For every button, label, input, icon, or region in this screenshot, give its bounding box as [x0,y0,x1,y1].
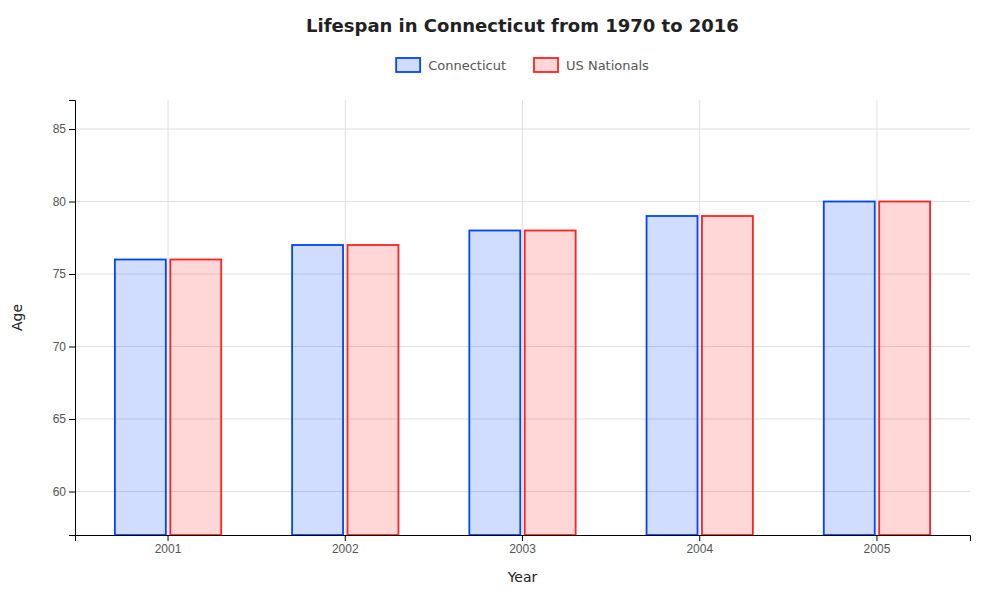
tick-label: 2001 [155,542,182,556]
legend-swatch [396,58,420,72]
bar [525,231,576,536]
grid-line-x [345,100,346,535]
tick-label: 2004 [686,542,713,556]
bar [702,216,753,535]
tick: 70 [53,340,75,354]
y-axis: 60 65 70 75 80 85 [53,101,76,536]
tick: 80 [53,195,75,209]
x-axis: 2001 2002 2003 2004 2005 [76,535,971,556]
legend-swatch [534,58,558,72]
tick: 2005 [864,535,891,556]
tick-label: 80 [53,195,67,209]
tick: 2001 [155,535,182,556]
tick-mark [168,535,169,541]
tick-mark [69,202,75,203]
legend-label: US Nationals [566,58,649,73]
legend: Connecticut US Nationals [396,58,649,73]
tick-label: 85 [53,122,67,136]
grid-line-x [876,100,877,535]
tick: 60 [53,485,75,499]
bars [115,202,930,536]
tick-label: 65 [53,412,67,426]
title: Lifespan in Connecticut from 1970 to 201… [306,15,739,36]
legend-item: Connecticut [396,58,506,73]
bar [879,202,930,536]
tick-mark [876,535,877,541]
tick-mark [522,535,523,541]
chart: 2001 2002 2003 2004 2005 60 65 70 75 80 85 Lifespan… [0,0,1000,600]
tick-mark [69,492,75,493]
tick-label: 2002 [332,542,359,556]
plot: 2001 2002 2003 2004 2005 60 65 70 75 80 85 [53,100,971,556]
bar [115,260,166,536]
bar-series [115,202,875,536]
bar [292,245,343,535]
x-axis-label: Year [507,569,538,585]
tick: 65 [53,412,75,426]
tick: 2004 [686,535,713,556]
legend-item: US Nationals [534,58,649,73]
tick-label: 60 [53,485,67,499]
tick-label: 2005 [864,542,891,556]
y-axis-label: Age [9,304,25,331]
bar [347,245,398,535]
bar [647,216,698,535]
tick-label: 75 [53,267,67,281]
tick-label: 2003 [509,542,536,556]
tick-mark [69,347,75,348]
axis-line [69,101,76,536]
legend-label: Connecticut [428,58,506,73]
grid-line-x [699,100,700,535]
tick-mark [345,535,346,541]
tick: 85 [53,122,75,136]
tick-mark [699,535,700,541]
bar-series [170,202,930,536]
tick: 2003 [509,535,536,556]
tick-label: 70 [53,340,67,354]
tick-mark [69,419,75,420]
tick: 2002 [332,535,359,556]
axis-line [76,536,971,542]
grid [75,100,970,535]
bar [469,231,520,536]
bar [170,260,221,536]
grid-line-x [522,100,523,535]
bar [824,202,875,536]
grid-line-x [168,100,169,535]
tick: 75 [53,267,75,281]
tick-mark [69,274,75,275]
tick-mark [69,129,75,130]
